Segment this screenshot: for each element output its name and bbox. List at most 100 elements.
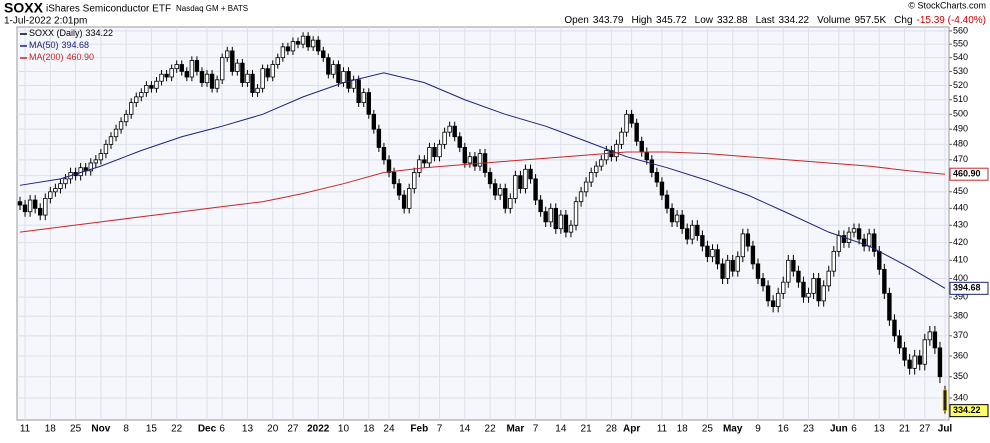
candle-body — [194, 60, 200, 72]
x-tick-label: 2022 — [307, 424, 330, 435]
candle-body — [144, 85, 149, 93]
y-tick-label: 550 — [953, 39, 968, 49]
x-tick-label: 8 — [123, 424, 129, 435]
candle-body — [290, 41, 296, 52]
candle-body — [472, 156, 478, 167]
candle-body — [331, 64, 336, 75]
plot-area — [16, 26, 950, 421]
candle-body — [578, 191, 584, 203]
x-tick-label: Nov — [91, 424, 110, 435]
quote-label: Last — [756, 15, 775, 26]
x-tick-label: 14 — [555, 424, 567, 435]
candle-body — [154, 80, 159, 89]
candle-body — [204, 73, 210, 84]
x-tick-label: 15 — [146, 424, 158, 435]
y-tick-label: 490 — [953, 124, 968, 134]
y-tick-label: 560 — [953, 25, 968, 35]
candle-body — [588, 172, 594, 183]
legend-name: SOXX (Daily) — [29, 28, 83, 38]
value-box — [949, 281, 989, 295]
quote-label: High — [631, 15, 652, 26]
candle-body — [346, 71, 351, 89]
candle-body — [558, 214, 564, 230]
candle-body — [826, 270, 831, 287]
candle-body — [836, 235, 842, 252]
candle-body — [912, 355, 917, 369]
x-tick-label: May — [723, 424, 743, 435]
candle-body — [341, 71, 346, 84]
quote-value: -15.39 (-4.40%) — [917, 15, 986, 26]
x-tick-label: Feb — [410, 424, 428, 435]
candle-body — [725, 259, 730, 279]
candle-body — [401, 194, 407, 209]
candle-body — [882, 268, 887, 294]
x-tick-label: 7 — [533, 424, 539, 435]
moving-average — [19, 72, 946, 289]
quote-value: 343.79 — [593, 15, 624, 26]
x-tick-label: 13 — [242, 424, 254, 435]
candle-body — [942, 389, 948, 412]
x-tick-label: 11 — [20, 424, 31, 435]
candle-body — [518, 175, 523, 189]
x-tick-label: 18 — [45, 424, 57, 435]
x-tick-label: 10 — [338, 424, 350, 435]
candle-body — [43, 197, 48, 216]
candle-body — [159, 73, 164, 82]
candle-body — [786, 259, 791, 283]
candle-body — [53, 188, 58, 193]
y-tick-label: 470 — [953, 154, 968, 164]
candle-body — [199, 71, 205, 84]
y-tick-label: 480 — [953, 139, 968, 149]
quote: Open 343.79 High 345.72 Low 332.88 Last 334.22 V… — [564, 15, 986, 26]
candle-body — [781, 281, 786, 294]
candle-body — [841, 235, 847, 243]
candle-body — [487, 172, 493, 185]
quote-value: 957.5K — [854, 15, 886, 26]
x-tick-label: 24 — [383, 424, 395, 435]
candle-body — [669, 207, 675, 223]
candle-body — [604, 150, 609, 161]
candle-body — [816, 278, 821, 302]
ticker: SOXX — [4, 0, 44, 16]
y-tick-label: 430 — [953, 220, 968, 230]
x-tick-label: Mar — [506, 424, 524, 435]
candle-body — [230, 50, 235, 72]
y-tick-label: 410 — [953, 255, 968, 265]
candle-body — [750, 245, 756, 265]
candle-body — [664, 194, 670, 209]
quote-label: Low — [695, 15, 714, 26]
candle-body — [245, 73, 250, 84]
candle-body — [745, 233, 751, 247]
candle-body — [614, 143, 619, 158]
y-tick-label: 350 — [953, 371, 968, 381]
candle-body — [508, 197, 513, 209]
candle-body — [887, 292, 892, 321]
candle-body — [639, 140, 644, 153]
source: © StockCharts.com — [908, 0, 986, 10]
candle-body — [361, 92, 366, 104]
quote-value: 334.22 — [779, 15, 810, 26]
candle-body — [118, 121, 124, 130]
value-box-label: 334.22 — [953, 405, 981, 415]
candle-body — [366, 92, 371, 115]
candle-body — [892, 319, 897, 337]
x-tick-label: 6 — [851, 424, 857, 435]
candle-body — [442, 131, 447, 145]
candle-body — [477, 153, 483, 167]
candle-body — [427, 147, 432, 164]
candle-body — [775, 292, 781, 307]
candle-body — [674, 214, 680, 223]
candle-body — [240, 62, 245, 84]
candle-body — [260, 68, 265, 89]
candle-body — [755, 263, 761, 279]
candle-body — [300, 35, 306, 45]
candle-body — [851, 228, 857, 233]
date: 1-Jul-2022 2:01pm — [4, 16, 87, 27]
legend-value: 394.68 — [62, 40, 90, 50]
y-tick-label: 540 — [953, 52, 968, 62]
x-tick-label: Jun — [830, 424, 848, 435]
candle-body — [280, 46, 286, 59]
quote-value: 332.88 — [717, 15, 748, 26]
y-tick-label: 530 — [953, 66, 968, 76]
candle-body — [108, 136, 114, 145]
